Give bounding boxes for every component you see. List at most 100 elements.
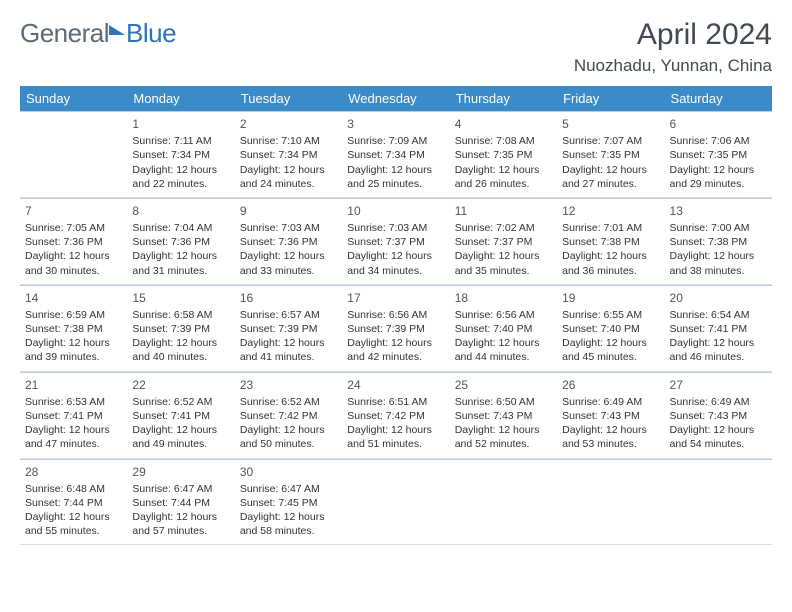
daylight-line: Daylight: 12 hours and 25 minutes. xyxy=(347,163,444,191)
sunrise-line: Sunrise: 6:52 AM xyxy=(240,395,337,409)
day-cell: 10 Sunrise: 7:03 AMSunset: 7:37 PMDayligh… xyxy=(342,198,449,284)
day-cell: 29Sunrise: 6:47 AMSunset: 7:44 PMDayligh… xyxy=(127,459,234,545)
sunrise-line: Sunrise: 6:47 AM xyxy=(240,482,337,496)
day-cell xyxy=(450,459,557,545)
dow-saturday: Saturday xyxy=(665,86,772,111)
day-cell xyxy=(557,459,664,545)
sunset-line: Sunset: 7:39 PM xyxy=(132,322,229,336)
sunset-line: Sunset: 7:39 PM xyxy=(347,322,444,336)
sunrise-line: Sunrise: 7:03 AM xyxy=(240,221,337,235)
sunset-line: Sunset: 7:37 PM xyxy=(455,235,552,249)
day-cell: 20Sunrise: 6:54 AMSunset: 7:41 PMDayligh… xyxy=(665,285,772,371)
sunset-line: Sunset: 7:37 PM xyxy=(347,235,444,249)
day-number: 22 xyxy=(132,377,229,393)
calendar: Sunday Monday Tuesday Wednesday Thursday… xyxy=(20,86,772,545)
sunrise-line: Sunrise: 6:58 AM xyxy=(132,308,229,322)
sunset-line: Sunset: 7:38 PM xyxy=(562,235,659,249)
day-number: 1 xyxy=(132,116,229,132)
daylight-line: Daylight: 12 hours and 33 minutes. xyxy=(240,249,337,277)
daylight-line: Daylight: 12 hours and 42 minutes. xyxy=(347,336,444,364)
day-cell: 25Sunrise: 6:50 AMSunset: 7:43 PMDayligh… xyxy=(450,372,557,458)
day-cell: 16Sunrise: 6:57 AMSunset: 7:39 PMDayligh… xyxy=(235,285,342,371)
day-number: 13 xyxy=(670,203,767,219)
daylight-line: Daylight: 12 hours and 30 minutes. xyxy=(25,249,122,277)
sunrise-line: Sunrise: 6:47 AM xyxy=(132,482,229,496)
sunrise-line: Sunrise: 6:56 AM xyxy=(347,308,444,322)
sunset-line: Sunset: 7:40 PM xyxy=(455,322,552,336)
day-cell: 11Sunrise: 7:02 AMSunset: 7:37 PMDayligh… xyxy=(450,198,557,284)
sunrise-line: Sunrise: 7:11 AM xyxy=(132,134,229,148)
day-cell xyxy=(20,111,127,197)
day-number: 21 xyxy=(25,377,122,393)
day-number: 10 xyxy=(347,203,444,219)
daylight-line: Daylight: 12 hours and 31 minutes. xyxy=(132,249,229,277)
day-number: 12 xyxy=(562,203,659,219)
daylight-line: Daylight: 12 hours and 53 minutes. xyxy=(562,423,659,451)
sunset-line: Sunset: 7:36 PM xyxy=(25,235,122,249)
sunset-line: Sunset: 7:35 PM xyxy=(455,148,552,162)
sunrise-line: Sunrise: 6:57 AM xyxy=(240,308,337,322)
sunset-line: Sunset: 7:41 PM xyxy=(25,409,122,423)
day-number: 16 xyxy=(240,290,337,306)
sunrise-line: Sunrise: 7:04 AM xyxy=(132,221,229,235)
day-cell: 30Sunrise: 6:47 AMSunset: 7:45 PMDayligh… xyxy=(235,459,342,545)
sunset-line: Sunset: 7:38 PM xyxy=(670,235,767,249)
sunset-line: Sunset: 7:43 PM xyxy=(455,409,552,423)
month-title: April 2024 xyxy=(574,18,772,52)
day-number: 6 xyxy=(670,116,767,132)
sunrise-line: Sunrise: 6:56 AM xyxy=(455,308,552,322)
sunset-line: Sunset: 7:35 PM xyxy=(562,148,659,162)
daylight-line: Daylight: 12 hours and 40 minutes. xyxy=(132,336,229,364)
sunset-line: Sunset: 7:39 PM xyxy=(240,322,337,336)
day-cell: 17 Sunrise: 6:56 AMSunset: 7:39 PMDayligh… xyxy=(342,285,449,371)
daylight-line: Daylight: 12 hours and 58 minutes. xyxy=(240,510,337,538)
day-cell: 23Sunrise: 6:52 AMSunset: 7:42 PMDayligh… xyxy=(235,372,342,458)
dow-tuesday: Tuesday xyxy=(235,86,342,111)
day-cell: 28Sunrise: 6:48 AMSunset: 7:44 PMDayligh… xyxy=(20,459,127,545)
week-row: 28Sunrise: 6:48 AMSunset: 7:44 PMDayligh… xyxy=(20,459,772,546)
sunrise-line: Sunrise: 6:52 AM xyxy=(132,395,229,409)
day-cell: 15Sunrise: 6:58 AMSunset: 7:39 PMDayligh… xyxy=(127,285,234,371)
daylight-line: Daylight: 12 hours and 52 minutes. xyxy=(455,423,552,451)
day-cell: 27Sunrise: 6:49 AMSunset: 7:43 PMDayligh… xyxy=(665,372,772,458)
sunset-line: Sunset: 7:44 PM xyxy=(132,496,229,510)
sunrise-line: Sunrise: 7:03 AM xyxy=(347,221,444,235)
sunrise-line: Sunrise: 7:02 AM xyxy=(455,221,552,235)
sunset-line: Sunset: 7:43 PM xyxy=(562,409,659,423)
sunrise-line: Sunrise: 6:59 AM xyxy=(25,308,122,322)
title-block: April 2024 Nuozhadu, Yunnan, China xyxy=(574,18,772,76)
week-row: 21Sunrise: 6:53 AMSunset: 7:41 PMDayligh… xyxy=(20,372,772,459)
sunset-line: Sunset: 7:36 PM xyxy=(240,235,337,249)
day-number: 23 xyxy=(240,377,337,393)
sunset-line: Sunset: 7:42 PM xyxy=(347,409,444,423)
day-cell: 13Sunrise: 7:00 AMSunset: 7:38 PMDayligh… xyxy=(665,198,772,284)
sunrise-line: Sunrise: 7:01 AM xyxy=(562,221,659,235)
day-cell: 7Sunrise: 7:05 AMSunset: 7:36 PMDaylight… xyxy=(20,198,127,284)
daylight-line: Daylight: 12 hours and 34 minutes. xyxy=(347,249,444,277)
daylight-line: Daylight: 12 hours and 54 minutes. xyxy=(670,423,767,451)
sunrise-line: Sunrise: 7:06 AM xyxy=(670,134,767,148)
sunrise-line: Sunrise: 6:49 AM xyxy=(562,395,659,409)
sunset-line: Sunset: 7:42 PM xyxy=(240,409,337,423)
sunrise-line: Sunrise: 7:08 AM xyxy=(455,134,552,148)
weeks-container: 1Sunrise: 7:11 AMSunset: 7:34 PMDaylight… xyxy=(20,111,772,545)
day-number: 17 xyxy=(347,290,444,306)
day-number: 14 xyxy=(25,290,122,306)
sunset-line: Sunset: 7:41 PM xyxy=(670,322,767,336)
day-number: 8 xyxy=(132,203,229,219)
day-number: 29 xyxy=(132,464,229,480)
day-number: 20 xyxy=(670,290,767,306)
daylight-line: Daylight: 12 hours and 38 minutes. xyxy=(670,249,767,277)
daylight-line: Daylight: 12 hours and 22 minutes. xyxy=(132,163,229,191)
logo: General Blue xyxy=(20,18,176,49)
sunrise-line: Sunrise: 7:05 AM xyxy=(25,221,122,235)
daylight-line: Daylight: 12 hours and 39 minutes. xyxy=(25,336,122,364)
logo-triangle-icon xyxy=(109,25,125,35)
day-number: 27 xyxy=(670,377,767,393)
dow-thursday: Thursday xyxy=(450,86,557,111)
day-number: 18 xyxy=(455,290,552,306)
week-row: 7Sunrise: 7:05 AMSunset: 7:36 PMDaylight… xyxy=(20,198,772,285)
sunrise-line: Sunrise: 7:07 AM xyxy=(562,134,659,148)
day-cell: 3Sunrise: 7:09 AMSunset: 7:34 PMDaylight… xyxy=(342,111,449,197)
day-cell: 19Sunrise: 6:55 AMSunset: 7:40 PMDayligh… xyxy=(557,285,664,371)
